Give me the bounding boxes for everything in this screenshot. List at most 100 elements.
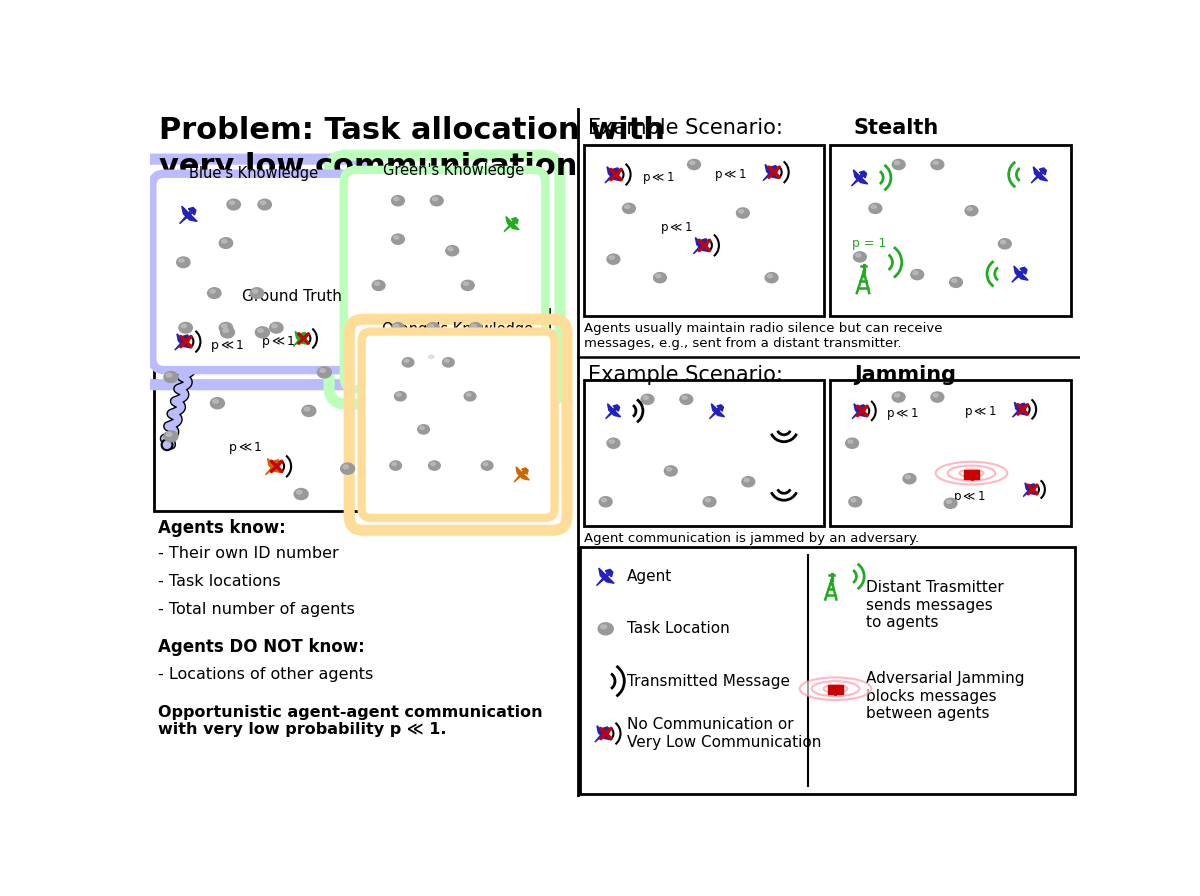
FancyBboxPatch shape [152,174,354,370]
Polygon shape [1014,402,1027,415]
Ellipse shape [464,392,476,401]
Ellipse shape [260,201,265,204]
Ellipse shape [998,238,1012,249]
Polygon shape [188,208,196,215]
Ellipse shape [1001,240,1006,244]
Ellipse shape [739,210,744,213]
Text: No Communication or
Very Low Communication: No Communication or Very Low Communicati… [626,718,821,750]
Ellipse shape [871,205,876,209]
Text: Example Scenario:: Example Scenario: [588,118,790,138]
Ellipse shape [374,282,379,286]
Ellipse shape [952,279,956,282]
Polygon shape [702,238,708,246]
Ellipse shape [610,440,614,444]
Polygon shape [607,404,620,417]
Text: p$\ll$1: p$\ll$1 [642,169,674,185]
Polygon shape [182,335,190,342]
Polygon shape [268,459,282,473]
Text: p$\ll$1: p$\ll$1 [660,220,692,236]
Ellipse shape [934,393,938,397]
Polygon shape [606,409,617,418]
Ellipse shape [431,195,443,206]
Ellipse shape [960,470,984,477]
Text: Stealth: Stealth [853,118,938,138]
Ellipse shape [270,323,283,333]
Ellipse shape [167,433,172,436]
Text: p$\ll$1: p$\ll$1 [228,440,262,456]
Ellipse shape [601,625,607,629]
Bar [828,685,842,694]
Polygon shape [853,170,868,184]
Text: Blue's Knowledge: Blue's Knowledge [188,167,318,182]
FancyBboxPatch shape [361,332,554,518]
Ellipse shape [391,234,404,245]
Polygon shape [265,463,277,475]
Ellipse shape [372,280,385,290]
Ellipse shape [179,323,192,333]
Polygon shape [605,569,613,577]
Ellipse shape [931,392,943,402]
Polygon shape [763,169,774,181]
Ellipse shape [469,323,482,332]
Polygon shape [1020,267,1027,274]
Ellipse shape [296,490,302,494]
Ellipse shape [272,324,277,328]
Text: - Their own ID number: - Their own ID number [157,547,338,562]
Ellipse shape [444,359,449,362]
Polygon shape [516,467,529,480]
Ellipse shape [948,466,995,480]
Ellipse shape [894,161,900,165]
Ellipse shape [446,246,458,256]
Text: Agents usually maintain radio silence but can receive
messages, e.g., sent from : Agents usually maintain radio silence bu… [584,322,942,349]
Text: Opportunistic agent-agent communication
with very low probability p ≪ 1.: Opportunistic agent-agent communication … [157,705,542,737]
Ellipse shape [176,257,190,268]
Polygon shape [301,332,307,339]
Ellipse shape [432,197,438,201]
Ellipse shape [212,400,218,403]
Ellipse shape [394,197,398,201]
Ellipse shape [428,461,440,470]
Ellipse shape [601,498,606,502]
Ellipse shape [737,208,749,218]
Ellipse shape [853,252,866,262]
Ellipse shape [394,324,398,328]
Ellipse shape [443,358,454,367]
Ellipse shape [395,392,406,401]
Ellipse shape [294,488,308,500]
Polygon shape [176,334,191,348]
Text: - Total number of agents: - Total number of agents [157,602,355,616]
Text: Agents know:: Agents know: [157,519,286,537]
Ellipse shape [682,396,688,400]
Ellipse shape [341,463,355,474]
Bar [154,309,550,511]
Ellipse shape [690,161,695,165]
Ellipse shape [944,498,956,508]
Ellipse shape [208,288,221,298]
Text: Jamming: Jamming [853,365,955,384]
Ellipse shape [931,159,943,169]
Text: Orange's Knowledge: Orange's Knowledge [383,322,534,337]
Polygon shape [511,218,518,224]
Polygon shape [851,175,863,186]
Ellipse shape [680,394,692,404]
Ellipse shape [229,201,234,204]
Text: - Locations of other agents: - Locations of other agents [157,667,373,682]
Bar [584,145,824,316]
Ellipse shape [905,475,911,478]
Text: p$\ll$1: p$\ll$1 [964,404,996,420]
Ellipse shape [391,462,396,466]
Ellipse shape [598,623,613,635]
Polygon shape [1030,484,1036,490]
Ellipse shape [767,274,773,278]
Ellipse shape [744,478,749,482]
Ellipse shape [913,271,918,274]
Ellipse shape [179,259,185,263]
Ellipse shape [391,323,404,332]
Polygon shape [709,409,720,418]
Bar [580,547,1074,794]
Ellipse shape [223,329,228,332]
Polygon shape [1020,403,1026,409]
Polygon shape [1031,171,1043,183]
Ellipse shape [706,498,710,502]
Bar [830,145,1070,316]
